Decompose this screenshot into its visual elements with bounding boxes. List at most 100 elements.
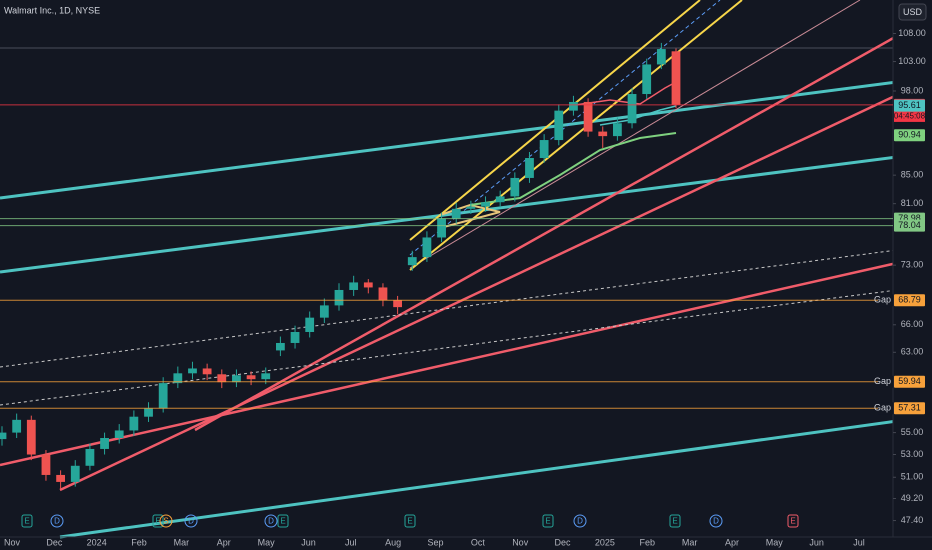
x-tick-label: 2024 bbox=[87, 537, 107, 547]
y-tick-label: 55.00 bbox=[901, 427, 924, 437]
candle-body bbox=[642, 64, 652, 95]
channel-line bbox=[409, 0, 743, 271]
candle-body bbox=[188, 368, 197, 374]
candle-body bbox=[539, 140, 549, 159]
y-tick-label: 108.00 bbox=[898, 28, 926, 38]
x-tick-label: May bbox=[258, 537, 276, 547]
price-tag-label: 78.98 bbox=[898, 213, 921, 223]
x-tick-label: Feb bbox=[639, 537, 655, 547]
x-tick-label: 2025 bbox=[595, 537, 615, 547]
trend-line bbox=[194, 34, 898, 432]
candle-body bbox=[495, 196, 505, 203]
price-tag-label: 95.61 bbox=[898, 100, 921, 110]
x-tick-label: Jul bbox=[345, 537, 357, 547]
candle-body bbox=[275, 342, 285, 351]
candle-body bbox=[437, 218, 446, 238]
candle-body bbox=[12, 419, 22, 433]
candle-body bbox=[569, 101, 578, 111]
candle-body bbox=[422, 237, 432, 258]
event-label: E bbox=[407, 517, 412, 526]
event-marker bbox=[277, 514, 289, 528]
candle-body bbox=[407, 257, 417, 266]
x-tick-label: Apr bbox=[217, 537, 231, 547]
candle-body bbox=[598, 131, 608, 137]
event-marker bbox=[50, 514, 64, 528]
trend-line bbox=[0, 80, 898, 200]
candle-body bbox=[202, 368, 212, 375]
gap-label: Gap bbox=[874, 403, 891, 413]
candle-body bbox=[173, 373, 183, 384]
event-marker bbox=[159, 514, 173, 528]
channel-line bbox=[409, 0, 721, 256]
gap-tag bbox=[878, 375, 893, 388]
event-marker bbox=[709, 514, 723, 528]
currency-label[interactable]: USD bbox=[903, 7, 923, 17]
trend-line bbox=[59, 93, 898, 492]
candle-body bbox=[451, 208, 461, 219]
candle-body bbox=[290, 331, 300, 343]
gap-label: Gap bbox=[874, 295, 891, 305]
moving-average bbox=[599, 105, 677, 126]
candle-body bbox=[129, 416, 139, 431]
chart-title: Walmart Inc., 1D, NYSE bbox=[4, 5, 100, 15]
event-label: D bbox=[188, 517, 194, 526]
candle-body bbox=[100, 438, 109, 449]
candle-body bbox=[656, 49, 666, 65]
price-tag bbox=[894, 402, 925, 415]
event-label: E bbox=[545, 517, 550, 526]
candle-body bbox=[481, 202, 490, 207]
candle-body bbox=[349, 282, 359, 290]
x-tick-label: Nov bbox=[512, 537, 529, 547]
countdown-tag bbox=[894, 110, 925, 122]
trend-line bbox=[0, 155, 898, 274]
pattern-drawing bbox=[439, 203, 501, 229]
candle-body bbox=[510, 177, 520, 197]
y-tick-label: 63.00 bbox=[901, 347, 924, 357]
x-tick-label: Jul bbox=[853, 537, 865, 547]
candle-body bbox=[41, 454, 51, 475]
y-tick-label: 98.00 bbox=[901, 85, 924, 95]
x-tick-label: Jun bbox=[301, 537, 316, 547]
currency-button[interactable] bbox=[898, 3, 927, 21]
price-tag bbox=[894, 375, 925, 388]
y-tick-label: 85.00 bbox=[901, 170, 924, 180]
event-marker bbox=[669, 514, 681, 528]
trend-line bbox=[0, 261, 898, 467]
gap-tag bbox=[878, 294, 893, 307]
x-tick-label: Oct bbox=[471, 537, 486, 547]
y-tick-label: 51.00 bbox=[901, 472, 924, 482]
event-marker bbox=[184, 514, 198, 528]
price-tag bbox=[894, 99, 925, 112]
candle-body bbox=[85, 448, 95, 466]
price-tag-label: 68.79 bbox=[898, 295, 921, 305]
y-tick-label: 66.00 bbox=[901, 319, 924, 329]
price-tag-label: 59.94 bbox=[898, 376, 921, 386]
candle-body bbox=[70, 465, 80, 482]
price-tag bbox=[894, 294, 925, 307]
candle-body bbox=[393, 300, 403, 308]
x-tick-label: Jun bbox=[809, 537, 824, 547]
candle-body bbox=[466, 206, 476, 209]
event-marker bbox=[264, 514, 278, 528]
candle-body bbox=[246, 375, 256, 380]
candle-body bbox=[525, 158, 534, 178]
price-tag bbox=[894, 219, 925, 232]
candle-body bbox=[56, 474, 66, 482]
candle-body bbox=[0, 432, 7, 440]
trend-line bbox=[409, 0, 861, 269]
candle-body bbox=[334, 289, 344, 306]
price-tag bbox=[894, 129, 925, 142]
event-label: D bbox=[268, 517, 274, 526]
candle-body bbox=[378, 287, 388, 301]
price-tag-label: 78.04 bbox=[898, 220, 921, 230]
event-marker bbox=[404, 514, 416, 528]
gap-tag bbox=[878, 402, 893, 415]
candle-body bbox=[261, 373, 271, 380]
candle-body bbox=[554, 110, 564, 141]
event-marker bbox=[787, 514, 799, 528]
candle-body bbox=[26, 419, 36, 455]
x-tick-label: Feb bbox=[131, 537, 147, 547]
event-label: E bbox=[24, 517, 29, 526]
